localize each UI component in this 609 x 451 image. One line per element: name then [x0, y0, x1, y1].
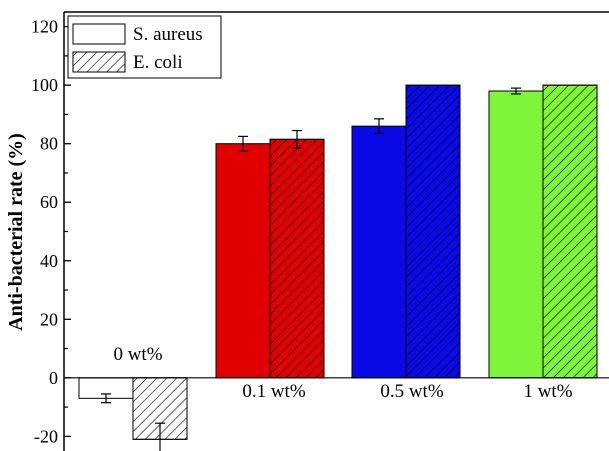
error-bar-s-aureus-0 — [101, 393, 111, 404]
error-bar-s-aureus-2 — [374, 118, 384, 135]
y-tick-label: -20 — [34, 426, 58, 446]
bar-hatch-overlay-3 — [542, 84, 598, 379]
labels-layer: -20 0 20 40 60 80 100 120 0 wt% 0.1 wt% 0.5 wt% 1 w… — [31, 17, 573, 447]
category-label-2: 0.5 wt% — [380, 381, 444, 402]
bar-s-aureus-3 — [488, 90, 544, 379]
y-axis-title: Anti-bacterial rate (%) — [5, 133, 27, 331]
y-tick-label: 60 — [40, 192, 58, 212]
bar-s-aureus-2 — [351, 125, 407, 379]
y-tick-label: 100 — [31, 75, 58, 95]
y-tick-label: 40 — [40, 251, 58, 271]
error-bar-e-coli-0 — [155, 422, 165, 451]
legend-swatch-0 — [72, 23, 126, 45]
category-label-1: 0.1 wt% — [242, 381, 306, 402]
legend-swatch-hatch — [72, 51, 126, 73]
legend-label-1: E. coli — [133, 52, 183, 73]
error-bar-e-coli-1 — [292, 129, 302, 149]
y-tick-label: 0 — [49, 368, 58, 388]
bars-layer — [78, 84, 598, 451]
y-tick-label: 120 — [31, 17, 58, 37]
category-label-3: 1 wt% — [523, 381, 572, 402]
y-tick-label: 80 — [40, 134, 58, 154]
bar-hatch-overlay-1 — [269, 138, 325, 379]
error-bar-s-aureus-3 — [511, 87, 521, 95]
category-label-0: 0 wt% — [113, 344, 162, 365]
bar-hatch-overlay-2 — [405, 84, 461, 379]
legend: S. aureus E. coli — [67, 15, 222, 79]
error-bar-s-aureus-1 — [238, 135, 248, 152]
y-tick-label: 20 — [40, 309, 58, 329]
bar-s-aureus-1 — [215, 143, 271, 379]
legend-label-0: S. aureus — [133, 24, 203, 45]
axes-layer — [63, 11, 609, 451]
